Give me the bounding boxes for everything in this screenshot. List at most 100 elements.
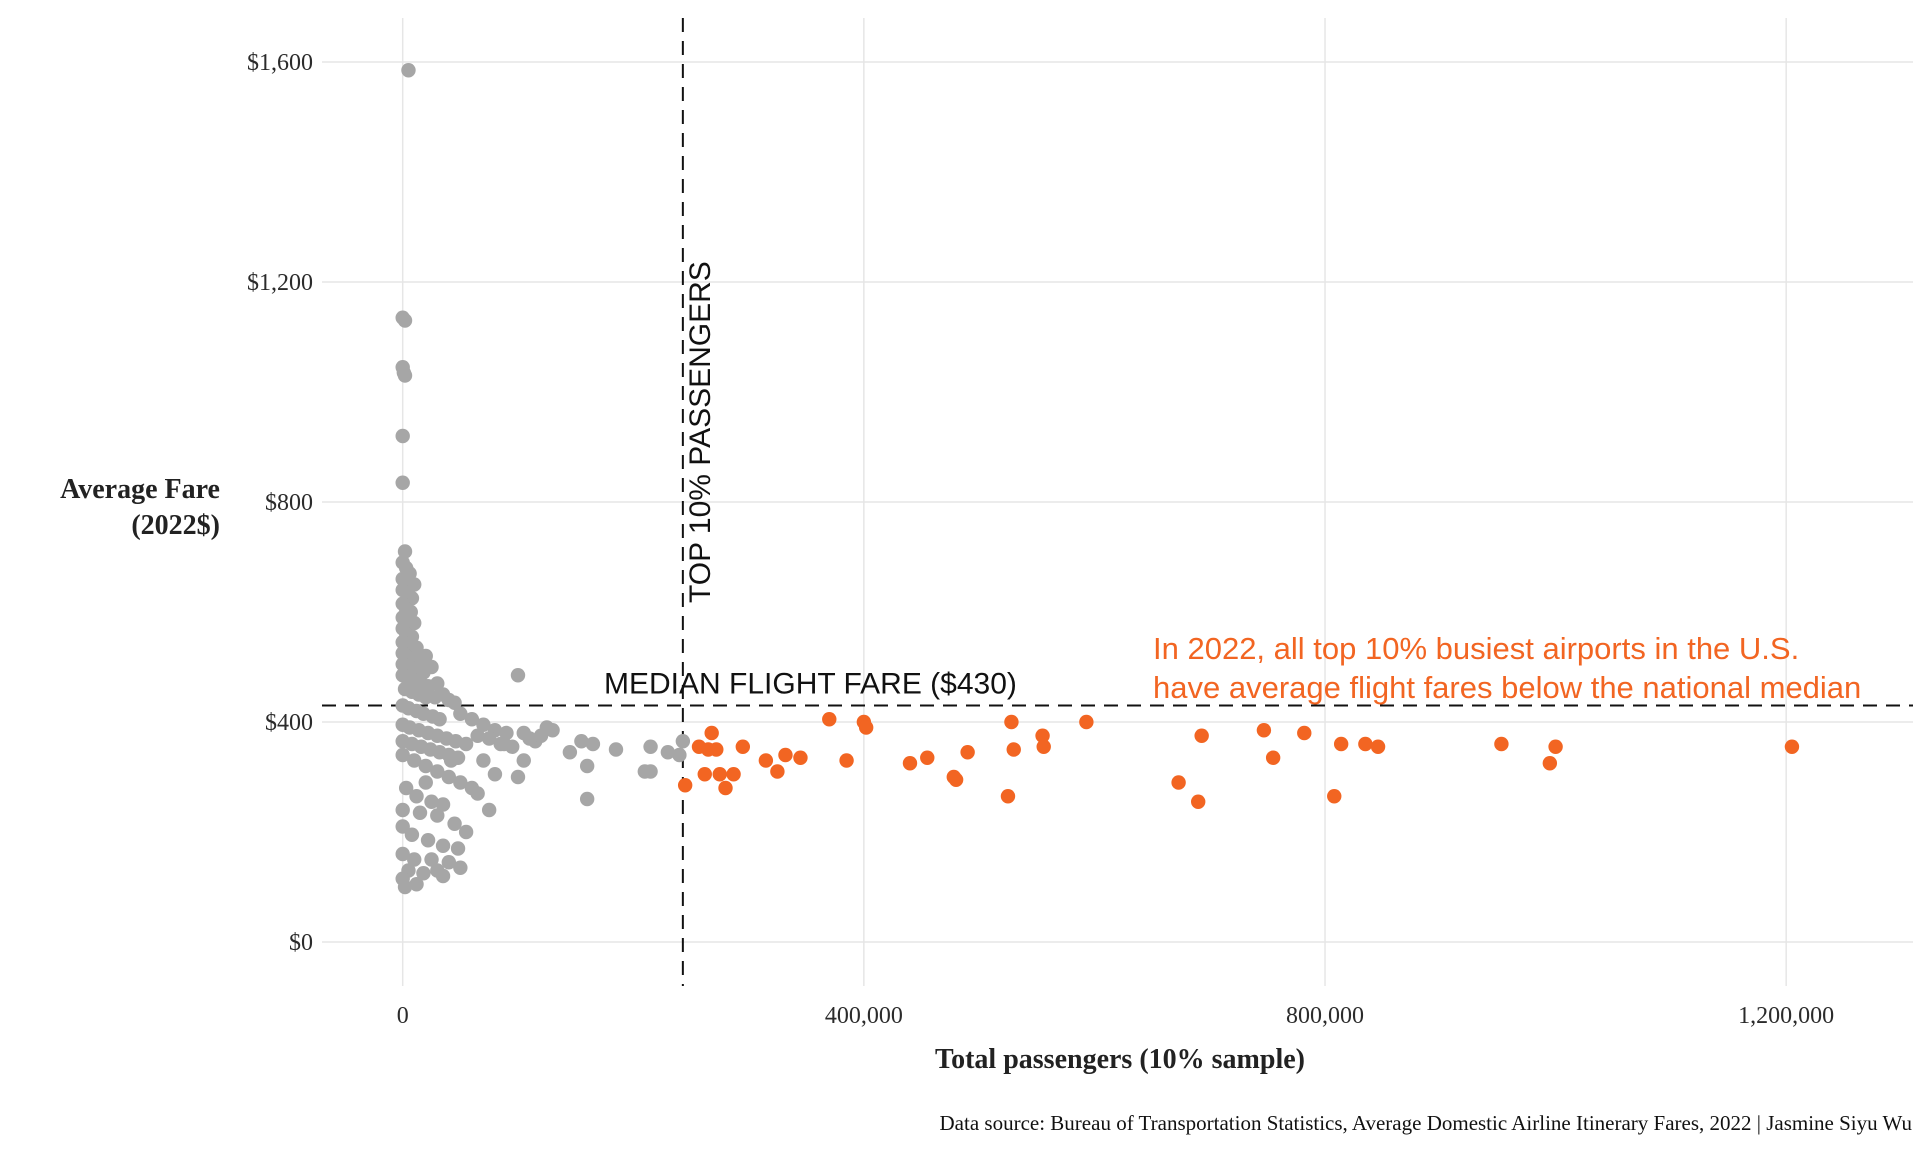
data-source-caption: Data source: Bureau of Transportation St… [940,1111,1913,1135]
y-tick-labels: $0 $400 $800 $1,200 $1,600 [247,50,313,956]
airport-point [407,852,422,867]
airport-point [458,824,474,840]
top10-point [758,753,774,768]
airport-point [435,868,451,884]
airport-point [487,767,503,782]
airport-point [510,668,526,683]
airport-point [562,745,578,760]
airport-point [470,728,485,743]
top10-label: TOP 10% PASSENGERS [684,261,717,603]
top10-point [960,745,975,760]
airport-point [418,758,433,774]
top10-point [1370,739,1386,754]
airport-point [441,769,457,785]
airport-point [545,723,560,738]
top10-point [1006,742,1021,757]
x-tick-label: 800,000 [1286,1003,1364,1029]
airport-point [496,736,512,752]
airport-point [608,742,624,757]
top10-point [1079,714,1094,730]
top10-point [1548,739,1563,754]
airport-point [447,816,462,831]
airport-point [516,753,531,768]
y-tick-label: $400 [265,710,313,736]
top10-point [712,767,727,782]
top10-point [697,767,712,782]
top10-point [1542,756,1558,771]
top10-point [1194,728,1209,743]
airport-point [409,877,424,892]
top10-point [726,767,741,782]
airport-point [574,734,589,749]
airport-point [499,725,514,741]
airport-point [397,313,413,328]
airport-point [401,63,416,78]
median-label: MEDIAN FLIGHT FARE ($430) [604,668,1017,701]
top10-point [1333,736,1349,752]
airport-point [395,475,410,490]
airport-point [481,731,497,746]
airport-point [430,764,445,779]
airport-point [395,802,410,818]
top10-point [793,750,808,765]
airport-point [458,736,474,752]
top10-point [1494,736,1509,752]
top10-point [1327,789,1342,804]
airport-point [660,745,676,760]
top10-point [1265,750,1281,765]
airport-point [435,838,451,853]
airport-point [510,769,526,785]
top10-point [778,747,793,763]
top10-point [1036,739,1051,754]
airport-point [418,648,433,664]
airport-point [675,734,691,749]
airport-point [435,797,451,812]
grid-lines [322,18,1913,986]
top10-point [735,739,751,754]
airport-point [579,791,595,807]
airport-point [447,695,462,710]
airport-point [409,789,424,804]
airport-point [412,805,428,820]
airport-point [476,717,491,732]
airport-point [397,544,413,559]
top10-point [902,756,918,771]
y-tick-label: $1,200 [247,270,313,296]
x-tick-label: 1,200,000 [1738,1003,1834,1029]
airport-point [397,879,413,895]
airport-point [470,786,485,801]
airport-point [424,852,439,867]
airport-point [398,780,414,796]
airport-point [424,794,439,809]
airport-point [464,712,480,727]
y-tick-label: $800 [265,490,313,516]
airport-point [481,802,497,818]
top10-point [1035,728,1050,743]
airport-point [418,775,433,790]
airport-point [407,753,422,768]
airport-point [643,764,658,779]
x-tick-labels: 0 400,000 800,000 1,200,000 [397,1003,1834,1029]
top10-point [1297,725,1312,741]
airport-point [420,833,436,848]
airport-point [404,827,420,842]
y-axis-title-line-2: (2022$) [131,510,220,541]
data-points [395,63,1800,895]
annotation-line-1: In 2022, all top 10% busiest airports in… [1153,631,1799,666]
airport-point [643,739,658,754]
top10-point [709,742,724,757]
airport-point [453,860,468,875]
top10-point [704,725,719,741]
top10-point [677,778,693,793]
airport-point [672,747,687,763]
airport-point [579,758,595,774]
top10-point [1004,714,1019,730]
airport-point [397,368,413,383]
top10-point [1191,794,1206,809]
airport-point [432,712,447,727]
y-tick-label: $0 [289,930,313,956]
top10-point [1358,736,1373,752]
top10-point [839,753,854,768]
top10-point [1000,789,1016,804]
